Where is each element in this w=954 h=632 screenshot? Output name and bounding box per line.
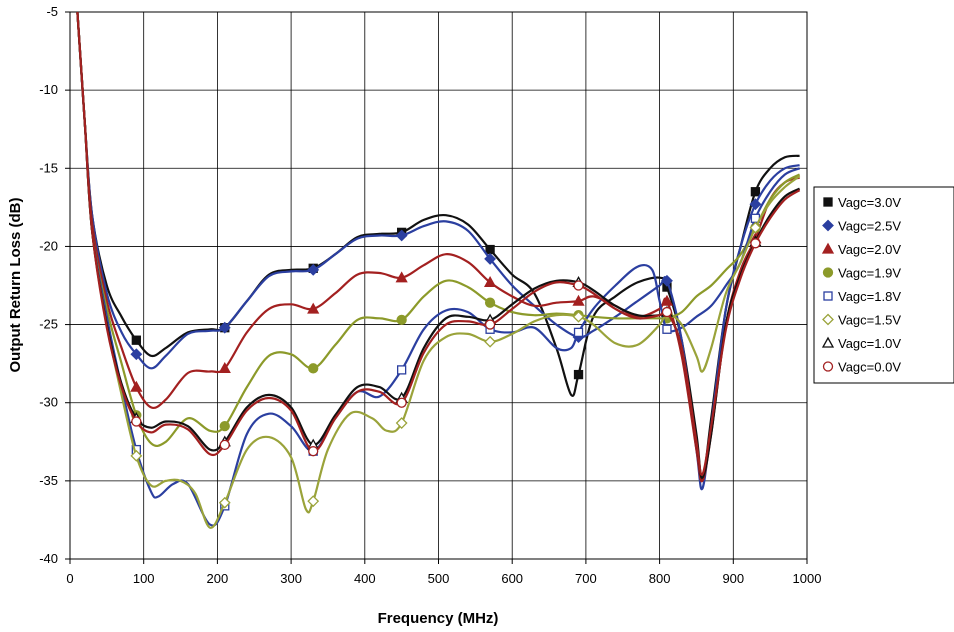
data-point-marker [749,221,762,234]
legend-label: Vagc=2.5V [838,219,901,234]
data-point-marker [750,238,761,249]
x-axis-title: Frequency (MHz) [378,610,499,627]
data-point-marker [218,361,231,373]
series-line [76,12,801,529]
data-point-marker [396,365,407,375]
y-tick-label: -25 [39,317,58,332]
data-point-marker [660,294,674,306]
y-axis-title: Output Return Loss (dB) [7,198,24,373]
data-point-marker [219,421,230,432]
data-point-marker [572,310,585,323]
legend-marker [821,242,835,254]
data-point-marker [485,244,495,255]
data-point-marker [483,276,497,288]
legend-label: Vagc=2.0V [838,242,901,257]
x-tick-label: 100 [133,571,155,586]
data-point-marker [130,449,143,462]
data-point-marker [308,446,319,457]
x-tick-label: 200 [207,571,229,586]
x-tick-label: 400 [354,571,376,586]
data-point-marker [573,369,584,380]
legend-label: Vagc=1.8V [838,289,901,304]
data-point-marker [484,335,497,348]
data-point-marker [572,294,585,306]
data-point-marker [395,229,408,242]
legend-box [813,186,954,384]
series-Vagc=0.0V [76,12,801,476]
y-tick-label: -35 [39,473,58,488]
data-point-marker [573,280,584,291]
legend-label: Vagc=3.0V [838,195,901,210]
data-point-marker [130,348,143,361]
x-tick-label: 0 [66,571,73,586]
data-point-marker [484,319,496,330]
x-tick-labels: 0 100 200 300 400 500 600 700 800 900 1000 [66,571,821,586]
x-tick-label: 800 [649,571,671,586]
y-tick-label: -30 [39,395,58,410]
data-point-marker [219,439,230,451]
legend-label: Vagc=1.5V [838,313,901,328]
data-point-marker [130,380,143,392]
data-point-marker [131,416,142,427]
legend-marker [823,291,833,301]
legend-marker [822,267,834,278]
data-point-marker [308,363,319,374]
series-line [76,12,800,491]
x-tick-label: 1000 [793,571,822,586]
legend-label: Vagc=0.0V [838,360,901,375]
data-point-marker [661,274,673,287]
series-group [76,12,801,529]
data-point-marker [750,187,761,197]
x-tick-label: 700 [575,571,597,586]
y-tick-label: -20 [39,238,58,253]
data-point-marker [218,321,231,334]
legend-marker [822,361,834,372]
y-tick-labels: -40 -35 -30 -25 -20 -15 -10 -5 [39,4,58,566]
data-point-marker [484,253,497,265]
series-line [76,12,801,527]
legend-marker [823,197,833,207]
axes [65,11,808,564]
series-Vagc=1.5V [76,12,801,529]
legend: Vagc=3.0V Vagc=2.5V Vagc=2.0V Vagc=1.9V Vagc… [813,186,954,384]
data-point-marker [131,335,141,345]
data-point-marker [661,306,673,318]
legend-marker [822,313,834,326]
x-tick-label: 900 [722,571,744,586]
y-tick-label: -40 [39,551,58,566]
data-point-marker [749,198,762,211]
legend-marker [822,219,834,232]
x-tick-label: 600 [501,571,523,586]
data-point-marker [484,297,496,308]
data-point-marker [395,417,408,429]
data-point-marker [218,496,231,509]
x-tick-label: 500 [428,571,450,586]
data-point-marker [395,271,408,283]
y-tick-label: -5 [46,4,58,19]
data-point-marker [307,495,320,508]
legend-label: Vagc=1.0V [838,336,901,351]
data-point-marker [307,302,320,314]
data-point-marker [396,314,407,326]
data-point-marker [573,327,584,338]
legend-marker [821,336,835,348]
data-point-marker [396,397,407,408]
series-line [76,12,801,448]
data-point-marker [662,324,672,334]
data-point-marker [307,263,320,276]
series-Vagc=2.5V [76,12,800,491]
x-tick-label: 300 [280,571,302,586]
y-tick-label: -10 [39,82,58,97]
series-line [76,12,801,476]
series-line [76,12,801,479]
legend-label: Vagc=1.9V [838,266,901,281]
y-tick-label: -15 [39,160,58,175]
